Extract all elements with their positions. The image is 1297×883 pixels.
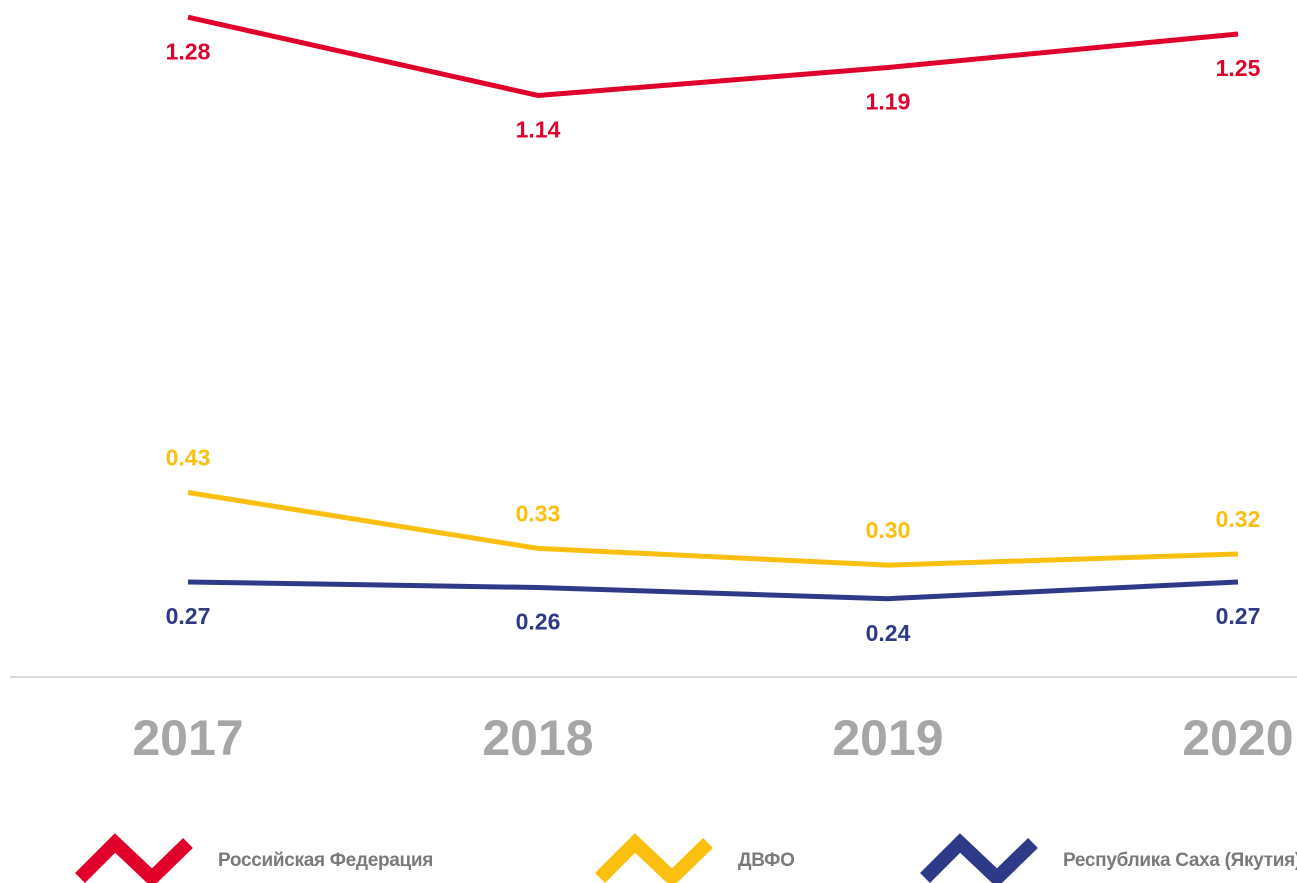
data-label: 0.30 (866, 517, 911, 543)
legend-icon (75, 833, 193, 883)
data-label: 0.43 (166, 445, 211, 471)
data-label: 0.27 (1216, 603, 1261, 629)
x-tick-label: 2017 (132, 710, 243, 766)
x-tick-label: 2020 (1182, 710, 1293, 766)
data-label: 1.25 (1216, 55, 1261, 81)
x-tick-label: 2018 (482, 710, 593, 766)
series-line (187, 14, 1239, 98)
data-label: 0.26 (516, 609, 561, 635)
data-label: 1.28 (166, 38, 211, 64)
legend-icon (595, 833, 713, 883)
legend-label: Республика Саха (Якутия) (1063, 850, 1297, 871)
data-label: 0.27 (166, 603, 211, 629)
data-label: 0.33 (516, 500, 561, 526)
x-tick-label: 2019 (832, 710, 943, 766)
legend-label: Российская Федерация (218, 850, 433, 871)
legend-icon (920, 833, 1038, 883)
series-line (187, 579, 1239, 602)
data-label: 0.24 (866, 620, 911, 646)
data-label: 0.32 (1216, 506, 1261, 532)
legend-label: ДВФО (738, 850, 795, 871)
data-label: 1.14 (516, 117, 561, 143)
series-line (187, 490, 1239, 568)
data-label: 1.19 (866, 89, 911, 115)
